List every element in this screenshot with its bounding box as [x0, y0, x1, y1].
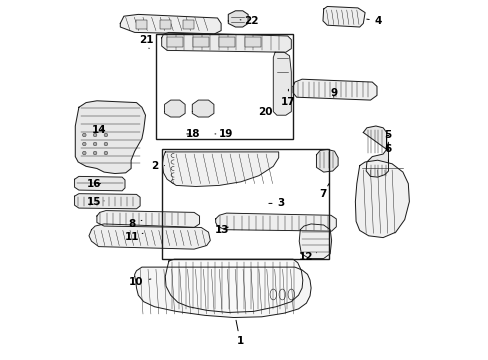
- Text: 10: 10: [129, 276, 151, 287]
- Circle shape: [104, 151, 107, 155]
- Polygon shape: [299, 224, 331, 258]
- Text: 18: 18: [186, 129, 200, 139]
- Text: 20: 20: [258, 107, 272, 117]
- Polygon shape: [363, 126, 387, 177]
- Polygon shape: [120, 14, 221, 34]
- Polygon shape: [165, 259, 302, 312]
- Text: 13: 13: [215, 225, 229, 235]
- Bar: [162, 149, 328, 259]
- Bar: [156, 34, 292, 139]
- Polygon shape: [228, 11, 247, 27]
- Circle shape: [93, 133, 97, 137]
- Polygon shape: [97, 211, 199, 228]
- Polygon shape: [322, 6, 365, 27]
- Text: 11: 11: [124, 232, 142, 242]
- Bar: [193, 37, 209, 47]
- Text: 1: 1: [236, 320, 244, 346]
- Polygon shape: [292, 79, 376, 100]
- Circle shape: [82, 151, 86, 155]
- Circle shape: [104, 142, 107, 146]
- Text: 19: 19: [215, 129, 232, 139]
- Text: 17: 17: [281, 89, 295, 107]
- Bar: [160, 20, 170, 29]
- Text: 14: 14: [91, 125, 106, 135]
- Circle shape: [104, 133, 107, 137]
- Text: 7: 7: [319, 184, 328, 199]
- Polygon shape: [316, 149, 337, 172]
- Bar: [219, 37, 235, 47]
- Polygon shape: [89, 224, 210, 249]
- Text: 15: 15: [86, 197, 104, 207]
- Bar: [183, 20, 194, 29]
- Text: 2: 2: [151, 161, 164, 171]
- Circle shape: [82, 133, 86, 137]
- Polygon shape: [164, 100, 185, 117]
- Text: 6: 6: [384, 144, 390, 162]
- Text: 8: 8: [128, 219, 142, 229]
- Polygon shape: [134, 267, 310, 318]
- Polygon shape: [192, 100, 213, 117]
- Bar: [136, 20, 147, 29]
- Text: 3: 3: [268, 198, 285, 208]
- Bar: [167, 37, 183, 47]
- Polygon shape: [215, 213, 336, 231]
- Text: 21: 21: [139, 35, 154, 49]
- Polygon shape: [75, 176, 125, 191]
- Text: 12: 12: [299, 252, 316, 262]
- Circle shape: [93, 142, 97, 146]
- Circle shape: [82, 142, 86, 146]
- Polygon shape: [273, 52, 291, 115]
- Polygon shape: [162, 32, 291, 52]
- Polygon shape: [355, 160, 408, 238]
- Polygon shape: [75, 101, 145, 174]
- Circle shape: [93, 151, 97, 155]
- Text: 5: 5: [384, 130, 390, 140]
- Text: 4: 4: [366, 16, 381, 26]
- Polygon shape: [75, 194, 140, 209]
- Polygon shape: [162, 152, 278, 186]
- Text: 22: 22: [240, 16, 258, 26]
- Text: 9: 9: [329, 88, 337, 98]
- Text: 16: 16: [86, 179, 101, 189]
- Bar: [244, 37, 261, 47]
